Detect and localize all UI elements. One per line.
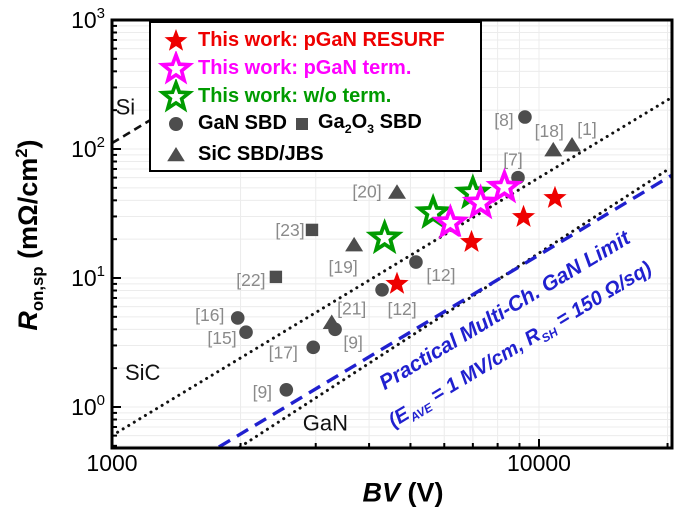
y-tick-label: 101 [71,263,105,291]
marker-wo-term [414,192,453,229]
x-tick-label: 10000 [507,450,571,476]
marker-pgan-term [431,203,470,240]
legend-glyph-star-solid [160,25,192,54]
si-limit-label: Si [116,94,136,119]
legend-marker-star [158,51,194,85]
legend-marker-star [160,25,192,54]
y-tick-label: 100 [71,392,105,420]
ref-label: [23] [275,220,304,240]
marker-gan-sbd [279,382,294,397]
series-sic-sbd-jbs [322,137,582,330]
legend-label: This work: pGaN term. [198,57,412,80]
x-axis-title: BV (V) [362,477,444,508]
multichannel-gan-limit-line [218,173,672,448]
marker-pgan-resurf [381,267,413,298]
marker-ga2o3-sbd [269,270,283,284]
limit-lines-group [112,95,672,448]
sic-limit-line [112,95,672,438]
y-axis-title: Ron,sp (mΩ/cm2) [11,139,48,331]
series-ga2o3-sbd [269,223,319,284]
ref-label: [12] [387,299,416,319]
ref-label: [17] [269,342,298,362]
ref-label: [21] [337,299,366,319]
marker-gan-sbd [409,255,423,269]
legend-marker-triangle [167,147,185,162]
marker-gan-sbd [375,283,389,297]
marker-ga2o3-sbd [305,223,319,237]
marker-sic-sbd-jbs [544,141,563,157]
data-points-group [230,110,582,397]
marker-pgan-resurf [507,200,540,231]
marker-sic-sbd-jbs [322,314,341,330]
legend-glyph-star-open [158,79,194,113]
marker-pgan-term [485,167,524,204]
legend-marker-circle [169,117,183,131]
marker-pgan-resurf [455,225,488,256]
legend-marker-square [296,118,308,130]
marker-gan-sbd [306,340,321,355]
legend-label: GaN SBD [198,112,287,135]
marker-pgan-resurf [539,181,571,212]
legend-glyph-star-open [158,51,194,85]
legend-marker-star [158,79,194,113]
ref-label: [7] [503,150,522,170]
gan-limit-label: GaN [303,411,348,436]
legend-label: This work: pGaN RESURF [198,29,445,52]
legend-glyph-circle [169,117,183,131]
legend-glyph-triangle [167,147,185,162]
series-pgan-term [431,167,524,240]
ref-label: [12] [426,265,455,285]
ref-label: [20] [352,182,381,202]
si-limit-line [112,118,152,145]
gan-limit-line [238,168,669,448]
ref-label: [9] [343,332,362,352]
marker-gan-sbd [518,110,532,124]
x-tick-label: 1000 [86,450,137,476]
ref-labels-group: [16] [15] [17] [9] [9] [12] [12] [7] [8] [22] [23]… [195,110,597,402]
legend-label: SiC SBD/JBS [198,143,324,166]
legend: This work: pGaN RESURF This work: pGaN te… [149,21,482,172]
ref-label: [16] [195,305,224,325]
marker-wo-term [365,218,404,255]
series-gan-sbd [230,110,532,397]
marker-sic-sbd-jbs [345,236,364,252]
y-tick-label: 103 [71,5,105,33]
marker-pgan-term [461,183,500,220]
ref-label: [18] [535,121,564,141]
legend-glyph-square [296,118,308,130]
series-pgan-resurf [381,181,571,298]
ref-label: [22] [236,270,265,290]
marker-sic-sbd-jbs [563,137,582,152]
ticks-group [111,19,669,448]
legend-label: Ga2O3 SBD [318,111,422,136]
ref-label: [19] [329,257,358,277]
ref-label: [15] [207,328,236,348]
legend-label: This work: w/o term. [198,85,392,108]
y-tick-label: 102 [71,134,105,162]
ref-label: [9] [253,382,272,402]
marker-gan-sbd [239,325,253,340]
ref-label: [1] [577,119,596,139]
ref-label: [8] [494,110,513,130]
plot-frame [110,18,674,450]
marker-gan-sbd [230,311,245,325]
marker-sic-sbd-jbs [388,184,407,199]
sic-limit-label: SiC [125,360,161,385]
